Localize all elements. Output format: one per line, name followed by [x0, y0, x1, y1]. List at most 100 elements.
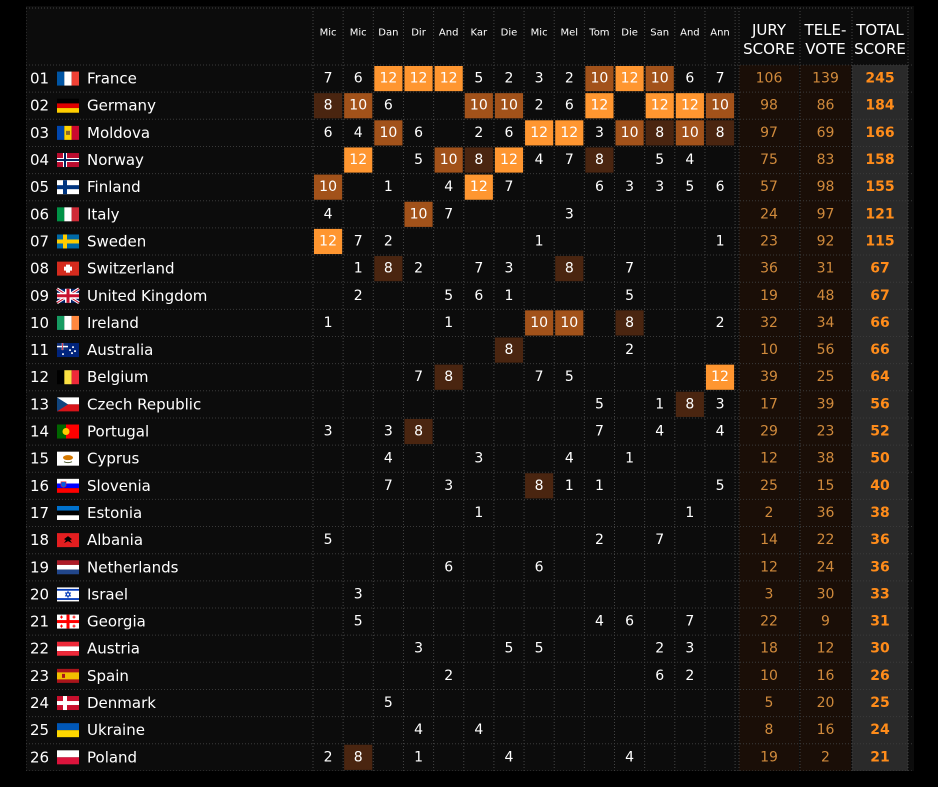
country-name: Slovenia: [87, 477, 151, 495]
jury-score-cell: 12: [760, 451, 778, 467]
rank-number: 08: [30, 260, 49, 278]
vote-cell: 3: [474, 451, 483, 467]
vote-highlight: [404, 201, 433, 227]
televote-header: VOTE: [805, 40, 845, 58]
rank-number: 20: [30, 585, 49, 603]
vote-cell: 1: [685, 505, 694, 521]
vote-cell: 3: [625, 179, 634, 195]
televote-cell: 25: [817, 369, 835, 385]
total-score-header: SCORE: [854, 40, 906, 58]
vote-cell: 3: [444, 478, 453, 494]
vote-cell: 6: [565, 98, 574, 114]
vote-cell: 5: [324, 532, 333, 548]
vote-cell: 2: [655, 641, 664, 657]
vote-cell: 5: [384, 695, 393, 711]
vote-cell: 8: [565, 261, 574, 277]
total-score-cell: 30: [870, 641, 890, 657]
televote-cell: 23: [817, 424, 835, 440]
vote-cell: 10: [410, 206, 428, 222]
flag-czech-republic-icon: [57, 397, 79, 412]
televote-cell: 48: [817, 288, 835, 304]
country-name: Netherlands: [87, 558, 179, 576]
vote-highlight: [434, 66, 463, 92]
juror-header: Kar: [471, 28, 489, 39]
table-row: 22 Austria 3 5 5 2 3 18 12 30: [26, 634, 914, 658]
vote-cell: 6: [625, 614, 634, 630]
vote-highlight: [555, 120, 584, 146]
country-name: Sweden: [87, 232, 146, 250]
vote-highlight: [374, 66, 403, 92]
country-name: Switzerland: [87, 260, 175, 278]
flag-portugal-icon: [57, 424, 79, 439]
jury-score-header: JURY: [751, 21, 787, 39]
jury-score-cell: 10: [760, 342, 778, 358]
jury-score-cell: 5: [765, 695, 774, 711]
vote-cell: 1: [655, 396, 664, 412]
vote-cell: 6: [414, 125, 423, 141]
vote-cell: 12: [319, 233, 337, 249]
vote-cell: 8: [655, 125, 664, 141]
televote-cell: 34: [817, 315, 835, 331]
total-score-cell: 21: [870, 749, 889, 765]
vote-highlight: [314, 228, 343, 255]
vote-cell: 6: [685, 71, 694, 87]
vote-cell: 8: [716, 125, 725, 141]
jury-score-cell: 2: [765, 505, 774, 521]
vote-cell: 3: [324, 424, 333, 440]
televote-cell: 2: [821, 749, 830, 765]
flag-albania-icon: [57, 533, 79, 548]
vote-cell: 2: [595, 532, 604, 548]
vote-cell: 12: [591, 98, 609, 114]
table-row: 15 Cyprus 4 3 4 1 12 38 50: [26, 444, 914, 468]
rank-number: 18: [30, 531, 49, 549]
vote-highlight: [344, 93, 373, 119]
televote-cell: 97: [817, 206, 835, 222]
vote-cell: 2: [444, 668, 453, 684]
vote-cell: 8: [354, 749, 363, 765]
vote-cell: 6: [384, 98, 393, 114]
vote-highlight: [404, 418, 433, 445]
vote-cell: 3: [505, 261, 514, 277]
vote-cell: 1: [716, 233, 725, 249]
vote-cell: 4: [505, 749, 514, 765]
vote-cell: 12: [621, 71, 639, 87]
vote-cell: 1: [535, 233, 544, 249]
total-score-cell: 36: [870, 532, 889, 548]
vote-cell: 2: [414, 261, 423, 277]
vote-highlight: [525, 473, 554, 499]
table-row: 05 Finland 10 1 4 12 7 6 3 3 5 6 57 98 155: [26, 173, 914, 200]
vote-cell: 3: [565, 206, 574, 222]
vote-cell: 8: [414, 424, 423, 440]
total-score-cell: 26: [870, 668, 889, 684]
rank-number: 13: [30, 395, 49, 413]
vote-cell: 12: [651, 98, 669, 114]
vote-cell: 8: [595, 152, 604, 168]
total-score-cell: 121: [865, 206, 894, 222]
vote-cell: 2: [625, 342, 634, 358]
vote-highlight: [675, 391, 704, 417]
rank-number: 01: [30, 70, 49, 88]
vote-cell: 7: [414, 369, 423, 385]
rank-number: 21: [30, 613, 49, 631]
table-row: 13 Czech Republic 5 1 8 3 17 39 56: [26, 390, 914, 417]
vote-highlight: [344, 147, 373, 173]
flag-poland-icon: [57, 750, 79, 765]
country-name: Denmark: [87, 694, 156, 712]
total-score-cell: 66: [870, 315, 889, 331]
vote-highlight: [525, 120, 554, 146]
country-name: Albania: [87, 531, 143, 549]
vote-cell: 2: [565, 71, 574, 87]
vote-cell: 7: [505, 179, 514, 195]
televote-cell: 22: [817, 532, 835, 548]
vote-cell: 3: [535, 71, 544, 87]
vote-highlight: [705, 93, 735, 119]
total-score-cell: 38: [870, 505, 889, 521]
juror-header: Mic: [320, 28, 337, 39]
flag-france-icon: [57, 71, 79, 86]
vote-cell: 7: [324, 71, 333, 87]
flag-moldova-icon: [57, 125, 79, 140]
vote-cell: 7: [716, 71, 725, 87]
vote-cell: 12: [470, 179, 488, 195]
vote-highlight: [464, 147, 493, 173]
vote-cell: 1: [595, 478, 604, 494]
